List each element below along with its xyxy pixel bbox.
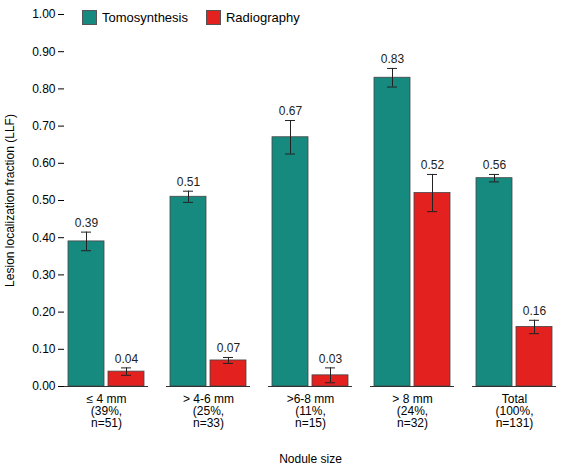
svg-text:0.39: 0.39	[75, 216, 99, 230]
svg-text:Nodule size: Nodule size	[279, 452, 342, 466]
svg-text:1.00: 1.00	[32, 7, 56, 21]
svg-text:0.00: 0.00	[32, 379, 56, 393]
svg-text:0.60: 0.60	[32, 156, 56, 170]
svg-text:0.10: 0.10	[32, 342, 56, 356]
svg-text:0.83: 0.83	[381, 52, 405, 66]
svg-text:> 8 mm(24%,n=32): > 8 mm(24%,n=32)	[392, 392, 432, 430]
svg-text:0.80: 0.80	[32, 82, 56, 96]
svg-text:0.67: 0.67	[279, 104, 303, 118]
svg-text:0.56: 0.56	[483, 158, 507, 172]
svg-text:> 4-6 mm(25%,n=33): > 4-6 mm(25%,n=33)	[183, 392, 234, 430]
html-text:Radiography: Radiography	[226, 10, 300, 25]
svg-text:0.30: 0.30	[32, 268, 56, 282]
svg-text:0.52: 0.52	[421, 158, 445, 172]
svg-text:>6-8 mm(11%,n=15): >6-8 mm(11%,n=15)	[287, 392, 335, 430]
svg-text:Total(100%,n=131): Total(100%,n=131)	[495, 392, 533, 430]
svg-text:0.16: 0.16	[523, 304, 547, 318]
svg-text:0.40: 0.40	[32, 231, 56, 245]
svg-text:≤ 4 mm(39%,n=51): ≤ 4 mm(39%,n=51)	[87, 392, 127, 430]
svg-text:0.70: 0.70	[32, 119, 56, 133]
svg-text:0.51: 0.51	[177, 175, 201, 189]
svg-text:0.07: 0.07	[217, 341, 241, 355]
svg-text:0.04: 0.04	[115, 352, 139, 366]
svg-text:0.20: 0.20	[32, 305, 56, 319]
svg-text:0.50: 0.50	[32, 193, 56, 207]
svg-text:0.03: 0.03	[319, 352, 343, 366]
svg-text:Lesion localization fraction (: Lesion localization fraction (LLF)	[3, 114, 17, 287]
html-text:Tomosynthesis: Tomosynthesis	[102, 10, 188, 25]
svg-text:0.90: 0.90	[32, 45, 56, 59]
